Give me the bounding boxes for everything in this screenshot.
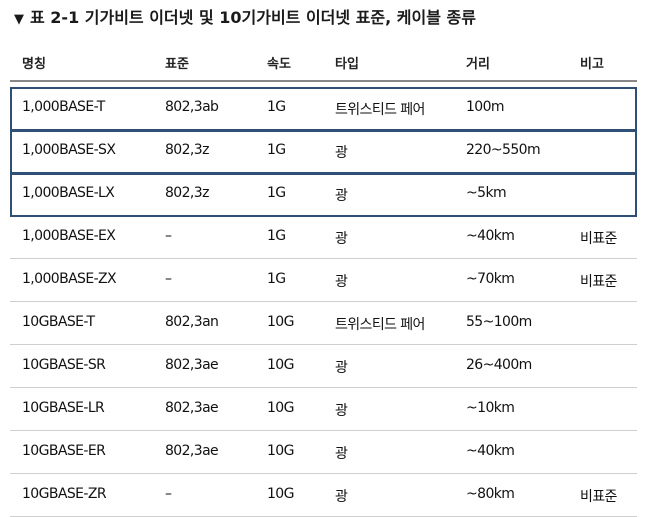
- cell-name: 1,000BASE-SX: [22, 142, 116, 158]
- cell-speed: 10G: [267, 486, 294, 502]
- cell-name: 10GBASE-T: [22, 314, 95, 330]
- cell-type: 광: [335, 274, 348, 290]
- cell-standard: 802,3ae: [165, 357, 219, 373]
- cell-standard: 802,3an: [165, 314, 219, 330]
- cell-standard: –: [165, 486, 172, 502]
- cell-speed: 1G: [267, 185, 286, 201]
- cell-standard: 802,3ab: [165, 99, 219, 115]
- caption-title: 표 2-1 기가비트 이더넷 및 10기가비트 이더넷 표준, 케이블 종류: [30, 8, 476, 27]
- table-header: 명칭 표준 속도 타입 거리 비고: [10, 44, 637, 80]
- cell-distance: ~40km: [466, 228, 515, 244]
- cell-distance: 26~400m: [466, 357, 532, 373]
- header-name: 명칭: [22, 57, 46, 72]
- cell-type: 트위스티드 페어: [335, 102, 425, 118]
- cell-name: 10GBASE-ER: [22, 443, 106, 459]
- cell-standard: –: [165, 271, 172, 287]
- cell-name: 10GBASE-SR: [22, 357, 106, 373]
- cell-speed: 10G: [267, 357, 294, 373]
- table-row: 10GBASE-ZR – 10G 광 ~80km 비표준: [10, 474, 637, 517]
- cell-distance: ~10km: [466, 400, 515, 416]
- cell-name: 10GBASE-ZR: [22, 486, 107, 502]
- table-row: 1,000BASE-ZX – 1G 광 ~70km 비표준: [10, 259, 637, 302]
- table-row: 1,000BASE-LX 802,3z 1G 광 ~5km: [10, 173, 637, 216]
- table-row: 10GBASE-T 802,3an 10G 트위스티드 페어 55~100m: [10, 302, 637, 345]
- triangle-down-icon: ▼: [14, 12, 24, 27]
- cell-speed: 1G: [267, 271, 286, 287]
- cell-note: 비표준: [580, 489, 617, 505]
- cell-type: 광: [335, 145, 348, 161]
- cell-distance: 55~100m: [466, 314, 532, 330]
- cell-speed: 10G: [267, 400, 294, 416]
- cell-type: 광: [335, 231, 348, 247]
- header-standard: 표준: [165, 57, 189, 72]
- cell-speed: 1G: [267, 228, 286, 244]
- cell-standard: –: [165, 228, 172, 244]
- cell-standard: 802,3ae: [165, 443, 219, 459]
- cell-distance: ~40km: [466, 443, 515, 459]
- cell-note: 비표준: [580, 274, 617, 290]
- table-row: 1,000BASE-T 802,3ab 1G 트위스티드 페어 100m: [10, 87, 637, 130]
- cell-type: 광: [335, 446, 348, 462]
- cell-speed: 10G: [267, 443, 294, 459]
- cell-speed: 1G: [267, 99, 286, 115]
- cell-speed: 1G: [267, 142, 286, 158]
- table-caption: ▼ 표 2-1 기가비트 이더넷 및 10기가비트 이더넷 표준, 케이블 종류: [14, 4, 476, 32]
- table-row: 1,000BASE-SX 802,3z 1G 광 220~550m: [10, 130, 637, 173]
- header-type: 타입: [335, 57, 359, 72]
- cell-distance: 220~550m: [466, 142, 541, 158]
- cell-name: 1,000BASE-T: [22, 99, 105, 115]
- cell-name: 1,000BASE-EX: [22, 228, 116, 244]
- cell-distance: ~80km: [466, 486, 515, 502]
- cell-note: 비표준: [580, 231, 617, 247]
- cell-distance: 100m: [466, 99, 505, 115]
- cell-type: 광: [335, 360, 348, 376]
- cell-standard: 802,3ae: [165, 400, 219, 416]
- cell-type: 광: [335, 489, 348, 505]
- cell-name: 1,000BASE-LX: [22, 185, 115, 201]
- cell-type: 트위스티드 페어: [335, 317, 425, 333]
- cell-type: 광: [335, 403, 348, 419]
- header-divider: [10, 80, 637, 82]
- table-row: 10GBASE-LR 802,3ae 10G 광 ~10km: [10, 388, 637, 431]
- cell-speed: 10G: [267, 314, 294, 330]
- table-row: 10GBASE-ER 802,3ae 10G 광 ~40km: [10, 431, 637, 474]
- cell-standard: 802,3z: [165, 185, 209, 201]
- cell-name: 1,000BASE-ZX: [22, 271, 117, 287]
- cell-distance: ~70km: [466, 271, 515, 287]
- cell-name: 10GBASE-LR: [22, 400, 105, 416]
- cell-type: 광: [335, 188, 348, 204]
- table-row: 1,000BASE-EX – 1G 광 ~40km 비표준: [10, 216, 637, 259]
- header-speed: 속도: [267, 57, 291, 72]
- cell-distance: ~5km: [466, 185, 507, 201]
- cell-standard: 802,3z: [165, 142, 209, 158]
- header-note: 비고: [580, 57, 604, 72]
- header-distance: 거리: [466, 57, 490, 72]
- table-row: 10GBASE-SR 802,3ae 10G 광 26~400m: [10, 345, 637, 388]
